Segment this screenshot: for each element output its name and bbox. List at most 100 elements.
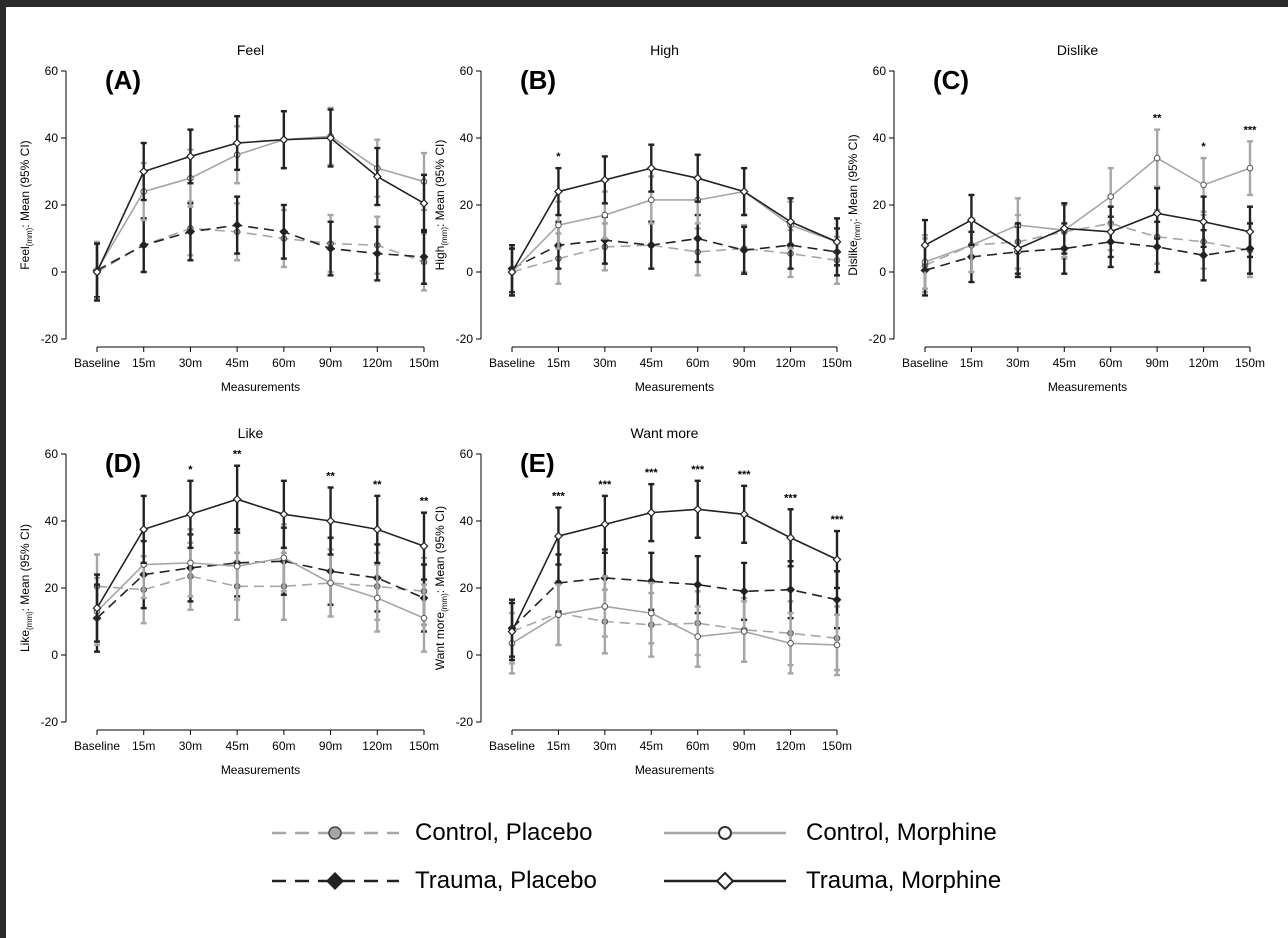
data-point: [832, 237, 842, 247]
y-axis-title-subscript: (mm): [853, 221, 862, 240]
x-tick-label: 30m: [179, 356, 202, 370]
significance-marker: ***: [552, 491, 566, 503]
data-point: [553, 531, 563, 541]
significance-marker: *: [188, 464, 193, 476]
data-point: [601, 211, 609, 219]
panel-title: Feel: [237, 42, 264, 58]
panel-d: -20 0 20 40 60 Baseline 15m 30m 45m 60m 90m 120m 150…: [18, 425, 439, 777]
x-tick-label: 90m: [1145, 356, 1168, 370]
y-tick-label: 0: [879, 265, 886, 279]
data-point: [1106, 227, 1116, 237]
x-tick-label: 150m: [1235, 356, 1265, 370]
x-tick-label: 45m: [640, 739, 663, 753]
x-tick-label: 15m: [132, 356, 155, 370]
series-line: [511, 244, 838, 273]
significance-marker: ***: [598, 479, 612, 491]
x-tick-label: 150m: [409, 739, 439, 753]
data-point: [693, 234, 703, 243]
y-axis-title-tail: : Mean (95% CI): [18, 524, 32, 611]
series-line: [511, 577, 838, 629]
x-tick-label: 150m: [822, 739, 852, 753]
data-point: [1013, 244, 1023, 253]
y-axis-title-main: Dislike: [846, 240, 860, 276]
significance-marker: **: [420, 496, 429, 508]
panel-e: -20 0 20 40 60 Baseline 15m 30m 45m 60m 90m 120m 150…: [433, 425, 852, 777]
data-point: [232, 494, 242, 504]
significance-marker: *: [1201, 141, 1206, 153]
data-point: [694, 633, 702, 640]
significance-marker: ***: [831, 514, 845, 526]
series-trauma-placebo: [92, 195, 429, 299]
data-point: [326, 516, 336, 526]
significance-marker: **: [233, 449, 242, 461]
y-axis-title-tail: : Mean (95% CI): [846, 134, 860, 221]
y-tick-label: 60: [873, 64, 887, 78]
significance-marker: ***: [1244, 124, 1258, 136]
y-tick-label: 40: [873, 131, 887, 145]
data-point: [600, 175, 610, 185]
data-point: [832, 555, 842, 564]
significance-marker: ***: [645, 467, 659, 479]
y-tick-label: 20: [45, 198, 59, 212]
data-point: [187, 559, 194, 567]
data-point: [553, 187, 563, 197]
y-axis-title-subscript: (mm): [25, 227, 34, 246]
x-tick-label: 45m: [225, 739, 248, 753]
y-axis-title-main: Want more: [433, 612, 447, 671]
data-point: [327, 579, 334, 587]
x-tick-label: 90m: [319, 739, 342, 753]
data-point: [646, 240, 656, 250]
series-line: [924, 212, 1251, 250]
data-point: [1199, 250, 1209, 260]
series-trauma-morphine: [920, 187, 1255, 275]
data-point: [1152, 242, 1162, 252]
series-line: [511, 237, 838, 270]
data-point: [786, 533, 796, 543]
data-point: [185, 509, 195, 519]
data-point: [647, 196, 655, 204]
x-tick-label: 45m: [640, 356, 663, 370]
data-point: [372, 249, 382, 259]
data-point: [693, 580, 703, 590]
y-tick-label: -20: [456, 715, 474, 729]
y-axis-title: Want more(mm): Mean (95% CI): [433, 506, 449, 670]
x-tick-label: 30m: [593, 739, 616, 753]
y-tick-label: 0: [466, 648, 473, 662]
y-tick-label: 20: [873, 198, 887, 212]
data-point: [693, 504, 703, 514]
panel-letter: (A): [105, 65, 141, 95]
x-tick-label: 30m: [1006, 356, 1029, 370]
series-line: [96, 227, 425, 273]
x-axis-title: Measurements: [221, 380, 300, 394]
data-point: [1153, 154, 1161, 162]
data-point: [739, 509, 749, 519]
y-tick-label: 60: [45, 64, 59, 78]
x-tick-label: 90m: [732, 356, 755, 370]
significance-marker: **: [1153, 113, 1162, 125]
y-axis-title-subscript: (mm): [440, 593, 449, 612]
panel-letter: (B): [520, 65, 556, 95]
data-point: [920, 240, 930, 250]
panel-title: Like: [238, 425, 264, 441]
x-tick-label: 45m: [1053, 356, 1076, 370]
y-axis-title-main: Like: [18, 630, 32, 652]
y-tick-label: -20: [456, 332, 474, 346]
series-line: [96, 557, 425, 619]
data-point: [1152, 208, 1162, 218]
series-line: [511, 605, 838, 646]
x-tick-label: Baseline: [74, 356, 120, 370]
y-axis-title-subscript: (mm): [440, 227, 449, 246]
x-tick-label: 60m: [272, 356, 295, 370]
x-tick-label: 45m: [225, 356, 248, 370]
y-axis-title: Dislike(mm): Mean (95% CI): [846, 134, 862, 275]
data-point: [372, 172, 382, 181]
y-tick-label: -20: [41, 715, 59, 729]
data-point: [601, 603, 609, 610]
data-point: [693, 173, 703, 183]
x-tick-label: 120m: [776, 356, 806, 370]
significance-marker: *: [556, 151, 561, 163]
y-tick-label: 0: [51, 265, 58, 279]
significance-marker: ***: [738, 469, 752, 481]
data-point: [92, 603, 102, 613]
x-tick-label: 60m: [686, 356, 709, 370]
